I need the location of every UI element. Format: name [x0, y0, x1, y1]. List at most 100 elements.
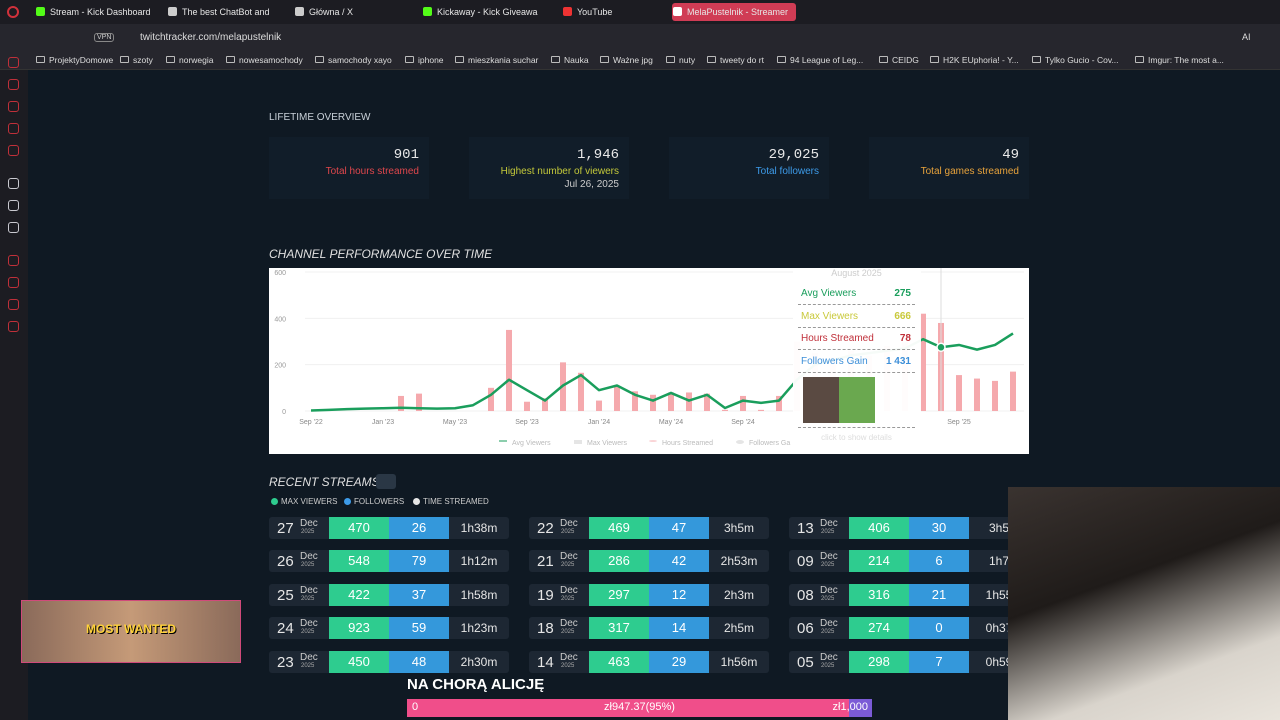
bookmark[interactable]: samochody xayo	[328, 55, 392, 65]
time-streamed: 1h55	[985, 587, 1013, 602]
goal-target: zł1,000	[832, 701, 868, 713]
bookmark[interactable]: Ważne jpg	[613, 55, 653, 65]
stream-year: 2025	[301, 629, 315, 636]
goal-start: 0	[412, 701, 419, 713]
promo-banner	[21, 600, 241, 663]
followers: 7	[909, 650, 969, 673]
max-viewers: 923	[329, 617, 389, 640]
time-streamed: 0h37	[985, 621, 1013, 636]
tab-bar	[0, 0, 1280, 24]
tab-title[interactable]: MelaPustelnik - Streamer	[687, 7, 789, 17]
bookmark-icon	[36, 56, 45, 63]
tab-icon	[423, 7, 432, 16]
stream-month: Dec	[820, 518, 838, 529]
performance-chart: 0 200 400 600 Sep '22 Jan '23 May '23 Sep '23 Ja…	[274, 268, 1024, 447]
sidebar-icon[interactable]	[8, 178, 19, 189]
followers: 48	[389, 650, 449, 673]
vpn-badge[interactable]: VPN	[94, 33, 115, 42]
tab-title[interactable]: YouTube	[577, 7, 613, 17]
arrow-button[interactable]	[376, 474, 396, 489]
followers: 12	[649, 583, 709, 606]
legend-swatch	[649, 440, 657, 442]
bookmark-icon	[879, 56, 888, 63]
legend-dot	[413, 498, 420, 505]
stream-day: 19	[537, 586, 554, 604]
tab-icon	[673, 7, 682, 16]
max-viewers: 406	[849, 517, 909, 539]
time-streamed: 2h5m	[723, 621, 755, 636]
bar	[578, 372, 584, 411]
sidebar-icon[interactable]	[8, 255, 19, 266]
stream-day: 08	[797, 586, 814, 604]
stream-month: Dec	[820, 584, 838, 596]
stream-day: 23	[277, 653, 294, 671]
tooltip-value: 275	[894, 288, 911, 299]
bookmark[interactable]: mieszkania suchar	[468, 55, 539, 65]
bookmark[interactable]: nuty	[679, 55, 696, 65]
tab-title[interactable]: Stream - Kick Dashboard	[50, 7, 151, 17]
bookmark[interactable]: iphone	[418, 55, 444, 65]
time-streamed: 1h58m	[460, 587, 498, 602]
bar	[416, 393, 422, 411]
url[interactable]: twitchtracker.com/melapustelnik	[140, 32, 282, 43]
sidebar-icon[interactable]	[8, 57, 19, 68]
browser-logo[interactable]	[7, 6, 19, 18]
tab-title[interactable]: Główna / X	[309, 7, 354, 17]
sidebar-icon[interactable]	[8, 123, 19, 134]
stream-year: 2025	[301, 662, 315, 669]
tab-title[interactable]: The best ChatBot and	[182, 7, 270, 17]
time-streamed: 2h53m	[720, 554, 758, 569]
stream-month: Dec	[300, 518, 318, 529]
time-streamed: 1h12m	[460, 554, 498, 569]
bookmark[interactable]: 94 League of Leg...	[790, 55, 864, 65]
bar	[920, 313, 926, 411]
bookmark[interactable]: H2K EUphoria! - Y...	[943, 55, 1019, 65]
stream-year: 2025	[561, 562, 575, 569]
bookmark[interactable]: Imgur: The most a...	[1148, 55, 1224, 65]
stream-day: 25	[277, 586, 294, 604]
sidebar-icon[interactable]	[8, 101, 19, 112]
max-viewers: 317	[589, 617, 649, 640]
bookmark[interactable]: Tylko Gucio - Cov...	[1045, 55, 1119, 65]
stream-month: Dec	[300, 651, 318, 663]
x-tick-label: May '24	[659, 419, 683, 426]
bar	[398, 395, 404, 411]
x-tick-label: Jan '24	[588, 419, 610, 426]
bar	[488, 387, 494, 411]
address-bar	[0, 24, 1280, 51]
max-viewers: 297	[589, 583, 649, 606]
active-tab[interactable]	[672, 3, 796, 21]
stream-year: 2025	[821, 562, 835, 569]
max-viewers: 316	[849, 583, 909, 606]
bar	[524, 401, 530, 411]
time-streamed: 1h23m	[460, 621, 498, 636]
sidebar-icon[interactable]	[8, 145, 19, 156]
sidebar-icon[interactable]	[8, 200, 19, 211]
legend-dot	[344, 498, 351, 505]
legend-label: Avg Viewers	[512, 440, 551, 447]
max-viewers: 469	[589, 517, 649, 539]
bookmark-icon	[166, 56, 175, 63]
tooltip-footer[interactable]: click to show details	[821, 433, 892, 442]
bookmark[interactable]: tweety do rt	[720, 55, 764, 65]
sidebar-icon[interactable]	[8, 277, 19, 288]
sidebar-icon[interactable]	[8, 79, 19, 90]
bar	[740, 395, 746, 411]
sidebar-icon[interactable]	[8, 321, 19, 332]
bookmark[interactable]: Nauka	[564, 55, 589, 65]
sidebar-icon[interactable]	[8, 299, 19, 310]
ai-button[interactable]: AI	[1242, 32, 1251, 42]
tab-title[interactable]: Kickaway - Kick Giveawa	[437, 7, 538, 17]
stream-month: Dec	[820, 551, 838, 563]
stream-year: 2025	[821, 595, 835, 602]
bookmark[interactable]: ProjektyDomowe	[49, 55, 114, 65]
max-viewers: 470	[329, 517, 389, 539]
bookmark[interactable]: szoty	[133, 55, 153, 65]
sidebar-icon[interactable]	[8, 222, 19, 233]
bookmark-icon	[120, 56, 129, 63]
stream-year: 2025	[821, 629, 835, 636]
bookmark[interactable]: norwegia	[179, 55, 214, 65]
bookmark[interactable]: CEIDG	[892, 55, 919, 65]
bookmark[interactable]: nowesamochody	[239, 55, 303, 65]
followers: 26	[389, 517, 449, 539]
